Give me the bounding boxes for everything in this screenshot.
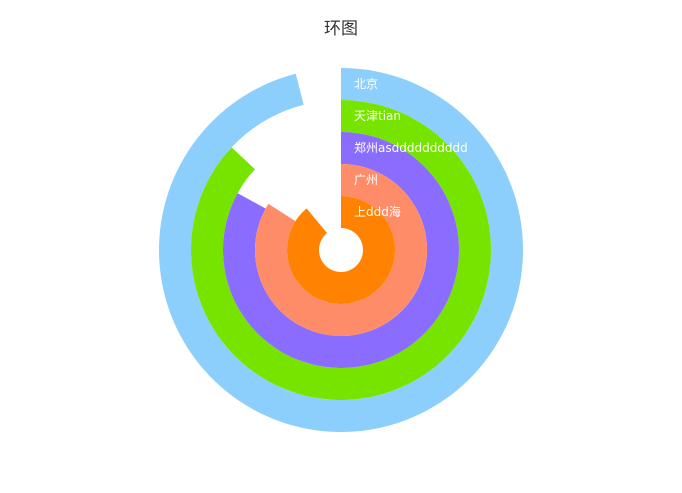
ring-bar[interactable]	[255, 164, 427, 336]
chart-title: 环图	[324, 19, 358, 39]
ring-bar[interactable]	[287, 196, 395, 304]
ring-label: 广州	[354, 173, 378, 187]
ring-label: 天津tian	[354, 109, 401, 123]
ring-label: 上ddd海	[354, 204, 401, 219]
ring-label: 北京	[354, 77, 378, 91]
ring-label: 郑州asdddddddddd	[354, 140, 468, 155]
